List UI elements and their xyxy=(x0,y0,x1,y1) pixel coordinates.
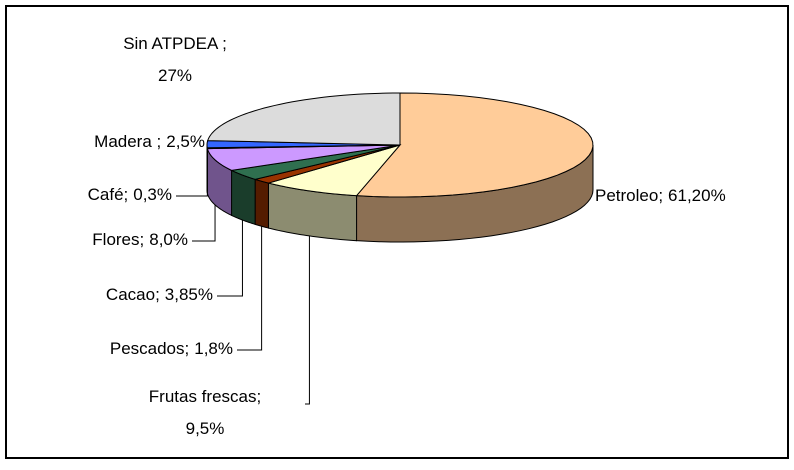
label-value: 9,5% xyxy=(186,419,225,438)
label-value: 0,3% xyxy=(133,185,172,204)
label-category: Sin ATPDEA ; xyxy=(123,34,227,53)
data-label: Flores; 8,0% xyxy=(92,230,188,249)
label-category: Café; xyxy=(88,185,129,204)
label-category: Madera ; xyxy=(94,132,161,151)
pie-tops xyxy=(207,93,593,197)
label-value: 1,8% xyxy=(194,339,233,358)
data-label: Petroleo; 61,20% xyxy=(595,186,726,205)
label-value: 8,0% xyxy=(149,230,188,249)
label-value: 3,85% xyxy=(165,285,213,304)
data-label: Madera ; 2,5% xyxy=(94,132,205,151)
label-category: Flores; xyxy=(92,230,144,249)
data-label: Cacao; 3,85% xyxy=(106,285,213,304)
label-category: Frutas frescas; xyxy=(149,387,261,406)
label-category: Petroleo; xyxy=(595,186,663,205)
label-value: 2,5% xyxy=(166,132,205,151)
label-category: Pescados; xyxy=(110,339,189,358)
label-category: Cacao; xyxy=(106,285,160,304)
data-label: Pescados; 1,8% xyxy=(110,339,233,358)
slice-side xyxy=(255,179,268,228)
label-value: 27% xyxy=(158,66,192,85)
label-value: 61,20% xyxy=(668,186,726,205)
